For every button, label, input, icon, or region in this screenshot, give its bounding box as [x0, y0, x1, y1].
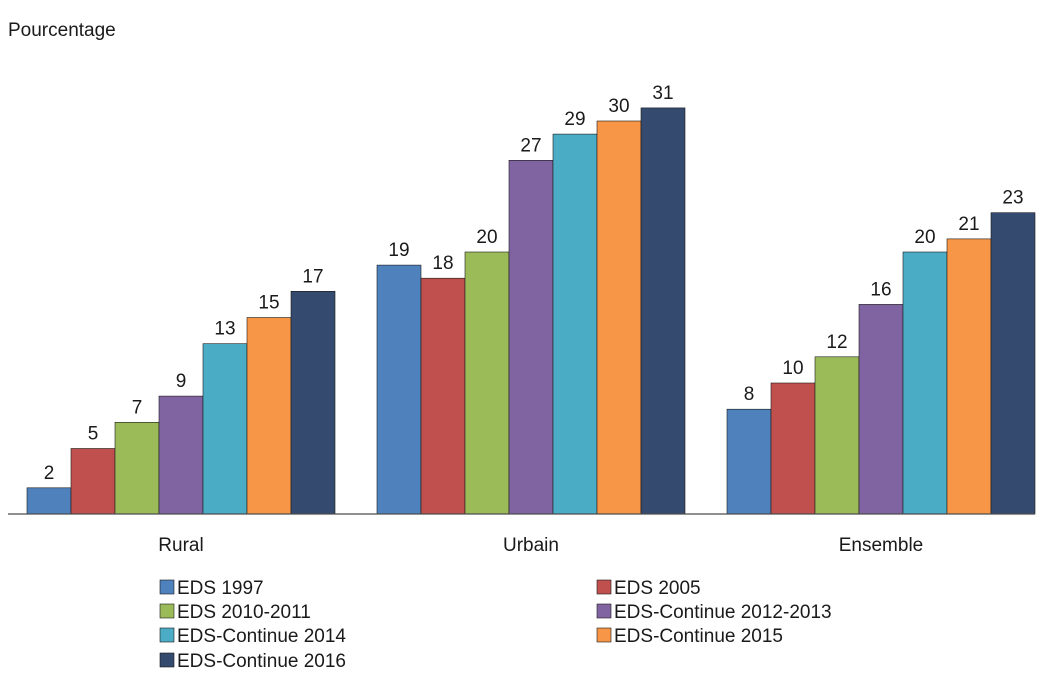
bar	[464, 251, 510, 515]
legend-item: EDS-Continue 2016	[159, 651, 346, 672]
data-label: 23	[1002, 188, 1023, 209]
bar-group-ensemble: 8 10 12 16 20 21 23	[726, 188, 1036, 515]
bar	[946, 238, 992, 515]
legend-label: EDS-Continue 2012-2013	[614, 602, 832, 623]
data-label: 10	[782, 358, 803, 379]
data-label: 17	[302, 266, 323, 287]
legend-label: EDS-Continue 2014	[177, 626, 346, 647]
bar	[552, 133, 598, 515]
data-label: 27	[520, 135, 541, 156]
x-tick-label: Urbain	[503, 535, 559, 556]
legend-swatch	[159, 652, 175, 668]
data-label: 19	[388, 240, 409, 261]
bar	[814, 356, 860, 515]
bar	[726, 408, 772, 515]
data-label: 29	[564, 109, 585, 130]
bar	[158, 395, 204, 515]
data-label: 16	[870, 279, 891, 300]
data-label: 13	[214, 319, 235, 340]
bar	[596, 120, 642, 515]
data-label: 7	[132, 397, 143, 418]
legend-label: EDS 1997	[177, 578, 264, 599]
bar-group-rural: 2 5 7 9 13 15 17	[26, 266, 336, 515]
bar	[246, 317, 292, 515]
legend: EDS 1997 EDS 2005 EDS 2010-2011 EDS-Continu…	[159, 578, 832, 672]
legend-item: EDS-Continue 2015	[596, 626, 783, 647]
data-label: 8	[744, 384, 755, 405]
legend-swatch	[159, 627, 175, 643]
legend-item: EDS-Continue 2014	[159, 626, 346, 647]
bar	[70, 448, 116, 515]
legend-label: EDS-Continue 2015	[614, 626, 783, 647]
legend-swatch	[159, 579, 175, 595]
bar	[508, 160, 554, 515]
data-label: 15	[258, 293, 279, 314]
data-label: 20	[476, 227, 497, 248]
data-label: 18	[432, 253, 453, 274]
data-label: 21	[958, 214, 979, 235]
legend-label: EDS-Continue 2016	[177, 651, 346, 672]
bar	[114, 421, 160, 515]
data-label: 2	[44, 463, 55, 484]
bar	[26, 487, 72, 515]
data-label: 30	[608, 96, 629, 117]
bar	[990, 212, 1036, 515]
bar	[290, 290, 336, 515]
data-label: 20	[914, 227, 935, 248]
legend-swatch	[596, 579, 612, 595]
data-label: 9	[176, 371, 187, 392]
data-label: 5	[88, 424, 99, 445]
legend-item: EDS 1997	[159, 578, 264, 599]
legend-swatch	[596, 627, 612, 643]
legend-item: EDS 2005	[596, 578, 701, 599]
bar	[640, 107, 686, 515]
bar	[902, 251, 948, 515]
data-label: 12	[826, 332, 847, 353]
legend-label: EDS 2010-2011	[177, 602, 311, 623]
bar	[202, 343, 248, 515]
x-tick-label: Ensemble	[839, 535, 924, 556]
y-axis-label: Pourcentage	[8, 20, 116, 41]
data-label: 31	[652, 83, 673, 104]
bar	[858, 304, 904, 515]
bar	[376, 264, 422, 515]
legend-swatch	[596, 603, 612, 619]
legend-item: EDS-Continue 2012-2013	[596, 602, 832, 623]
x-tick-label: Rural	[158, 535, 203, 556]
bar	[770, 382, 816, 515]
bar-group-urbain: 19 18 20 27 29 30 31	[376, 83, 686, 515]
legend-label: EDS 2005	[614, 578, 701, 599]
legend-item: EDS 2010-2011	[159, 602, 311, 623]
legend-swatch	[159, 603, 175, 619]
bar	[420, 277, 466, 515]
